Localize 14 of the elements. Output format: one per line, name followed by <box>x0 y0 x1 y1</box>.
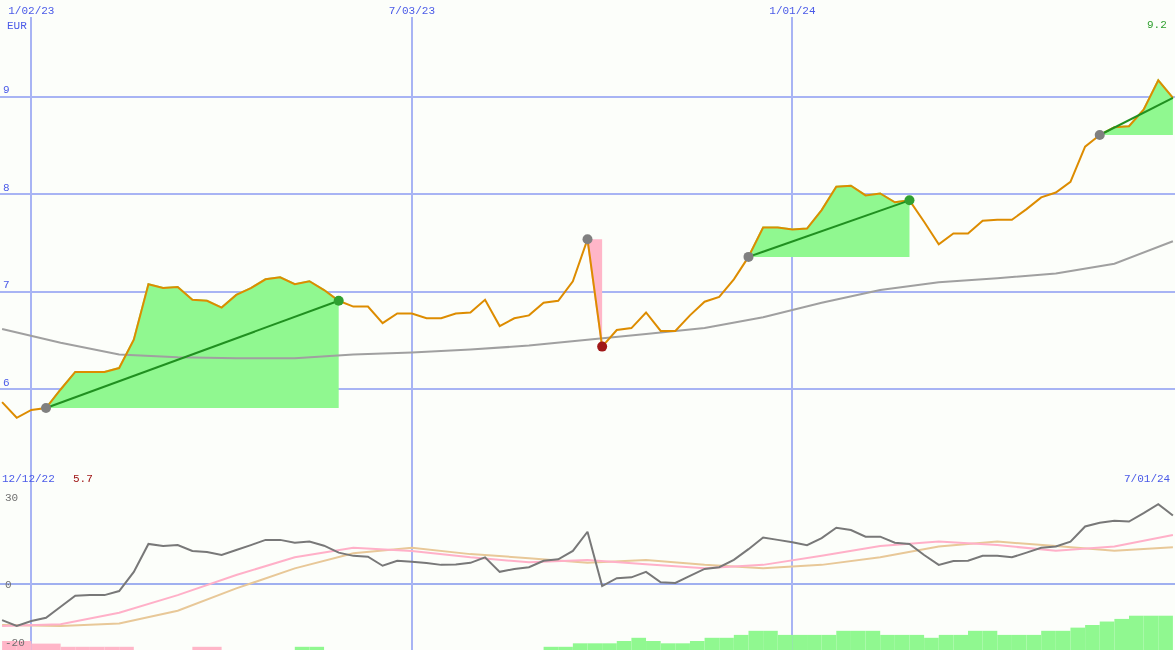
annotation: 9.2 <box>1147 19 1167 31</box>
y-tick-label: 6 <box>3 376 10 389</box>
y-axis-title: EUR <box>7 20 28 32</box>
x-tick-label: 1/02/23 <box>8 4 55 17</box>
y-tick-label: -20 <box>5 637 25 650</box>
y-tick-label: 8 <box>3 181 10 194</box>
y-tick-label: 9 <box>3 84 10 97</box>
x-tick-label: 1/01/24 <box>769 4 816 17</box>
annotation: 12/12/22 <box>2 473 55 485</box>
y-tick-label: 30 <box>5 491 19 504</box>
annotation: 7/01/24 <box>1124 473 1171 485</box>
y-tick-label: 7 <box>3 279 10 292</box>
annotation: 5.7 <box>73 473 93 485</box>
x-tick-label: 7/03/23 <box>388 4 435 17</box>
